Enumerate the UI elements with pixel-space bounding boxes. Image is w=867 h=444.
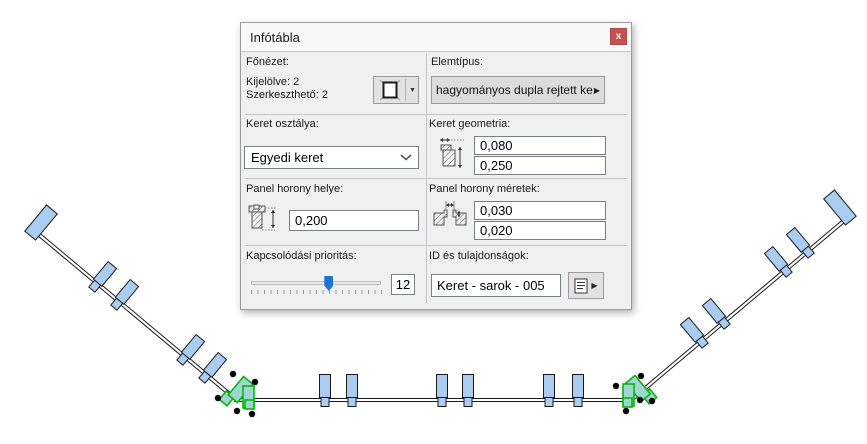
- groove-size-icon: [433, 201, 467, 226]
- panel-groove-position-label: Panel horony helye:: [246, 183, 344, 195]
- id-settings-button[interactable]: ▶: [568, 272, 604, 299]
- element-type-value: hagyományos dupla rejtett ke...: [436, 83, 594, 97]
- chevron-down-icon: [400, 154, 412, 161]
- dialog-title: Infótábla: [250, 30, 300, 45]
- section-separator: [245, 245, 627, 246]
- priority-value-field[interactable]: [391, 274, 415, 295]
- selection-handles[interactable]: [214, 370, 259, 418]
- flyout-arrow-icon: ▶: [591, 281, 598, 290]
- main-view-label: Főnézet:: [246, 56, 289, 68]
- dialog-titlebar[interactable]: Infótábla x: [241, 23, 631, 52]
- priority-slider-thumb[interactable]: [324, 276, 334, 291]
- rectangle-geometry-icon: [379, 79, 401, 101]
- frame-width-field[interactable]: [474, 136, 606, 155]
- element-type-button[interactable]: hagyományos dupla rejtett ke... ▶: [431, 76, 605, 104]
- id-properties-label: ID és tulajdonságok:: [429, 250, 529, 262]
- selection-handles[interactable]: [612, 372, 656, 415]
- document-list-icon: [574, 278, 588, 293]
- dropdown-arrow-icon: ▼: [409, 86, 416, 94]
- frame-class-dropdown[interactable]: Egyedi keret: [244, 146, 419, 169]
- section-separator: [245, 178, 627, 179]
- slider-ticks: [251, 290, 382, 294]
- panel-groove-size-label: Panel horony méretek:: [429, 183, 540, 195]
- groove-position-icon: [248, 204, 277, 231]
- selected-count: Kijelölve: 2: [246, 76, 300, 88]
- frame-class-value: Egyedi keret: [251, 150, 324, 165]
- frame-geometry-label: Keret geometria:: [429, 118, 511, 130]
- frame-profile-dimensions-icon: [440, 138, 464, 168]
- groove-position-field[interactable]: [289, 210, 419, 231]
- infobox-dialog: Infótábla x Főnézet: Kijelölve: 2 Szerke…: [240, 22, 632, 310]
- close-button[interactable]: x: [610, 28, 627, 45]
- end-cap-frame[interactable]: [823, 189, 857, 226]
- selected-corner-frame-right[interactable]: [612, 372, 658, 415]
- groove-depth-field[interactable]: [474, 221, 606, 240]
- priority-slider[interactable]: [251, 276, 381, 291]
- selected-corner-frame-left[interactable]: [214, 370, 259, 418]
- flyout-arrow-icon: ▶: [593, 85, 600, 95]
- element-type-label: Elemtípus:: [431, 56, 483, 68]
- editable-count: Szerkeszthető: 2: [246, 89, 328, 101]
- element-id-field[interactable]: [431, 274, 561, 297]
- connection-priority-label: Kapcsolódási prioritás:: [246, 250, 357, 262]
- mullion-group-left[interactable]: [87, 261, 228, 385]
- section-separator: [245, 114, 627, 115]
- mullion-group-right[interactable]: [679, 227, 816, 350]
- frame-height-field[interactable]: [474, 156, 606, 175]
- geometry-method-button[interactable]: ▼: [373, 76, 419, 104]
- groove-width-field[interactable]: [474, 201, 606, 220]
- frame-class-label: Keret osztálya:: [246, 118, 319, 130]
